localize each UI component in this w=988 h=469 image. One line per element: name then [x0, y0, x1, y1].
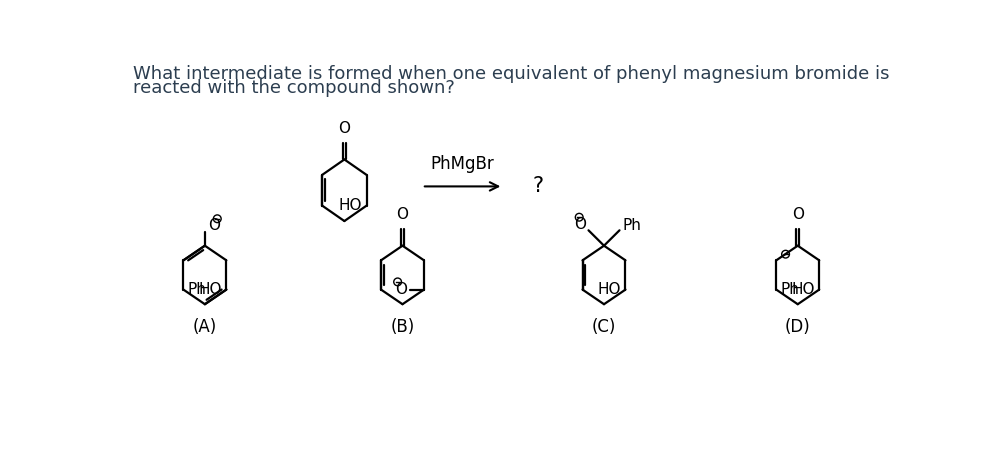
- Text: What intermediate is formed when one equivalent of phenyl magnesium bromide is: What intermediate is formed when one equ…: [132, 65, 889, 83]
- Text: O: O: [395, 282, 407, 297]
- Text: (D): (D): [784, 318, 810, 336]
- Text: reacted with the compound shown?: reacted with the compound shown?: [132, 79, 454, 97]
- Text: HO: HO: [791, 282, 814, 297]
- Text: O: O: [791, 207, 804, 222]
- Text: PhMgBr: PhMgBr: [431, 155, 494, 173]
- Text: HO: HO: [598, 282, 620, 297]
- Text: (B): (B): [390, 318, 415, 336]
- Text: O: O: [574, 217, 586, 232]
- Text: Ph: Ph: [781, 282, 799, 297]
- Text: Ph: Ph: [622, 218, 641, 233]
- Text: (A): (A): [193, 318, 217, 336]
- Text: Ph: Ph: [188, 282, 206, 297]
- Text: O: O: [208, 218, 220, 233]
- Text: HO: HO: [338, 198, 362, 213]
- Text: O: O: [338, 121, 351, 136]
- Text: O: O: [396, 207, 408, 222]
- Text: HO: HO: [199, 282, 221, 297]
- Text: (C): (C): [592, 318, 617, 336]
- Text: ?: ?: [533, 176, 543, 197]
